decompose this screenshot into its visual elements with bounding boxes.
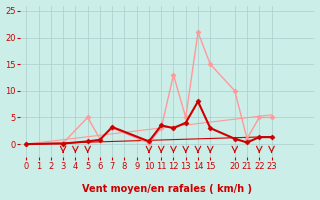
X-axis label: Vent moyen/en rafales ( km/h ): Vent moyen/en rafales ( km/h ) — [82, 184, 252, 194]
